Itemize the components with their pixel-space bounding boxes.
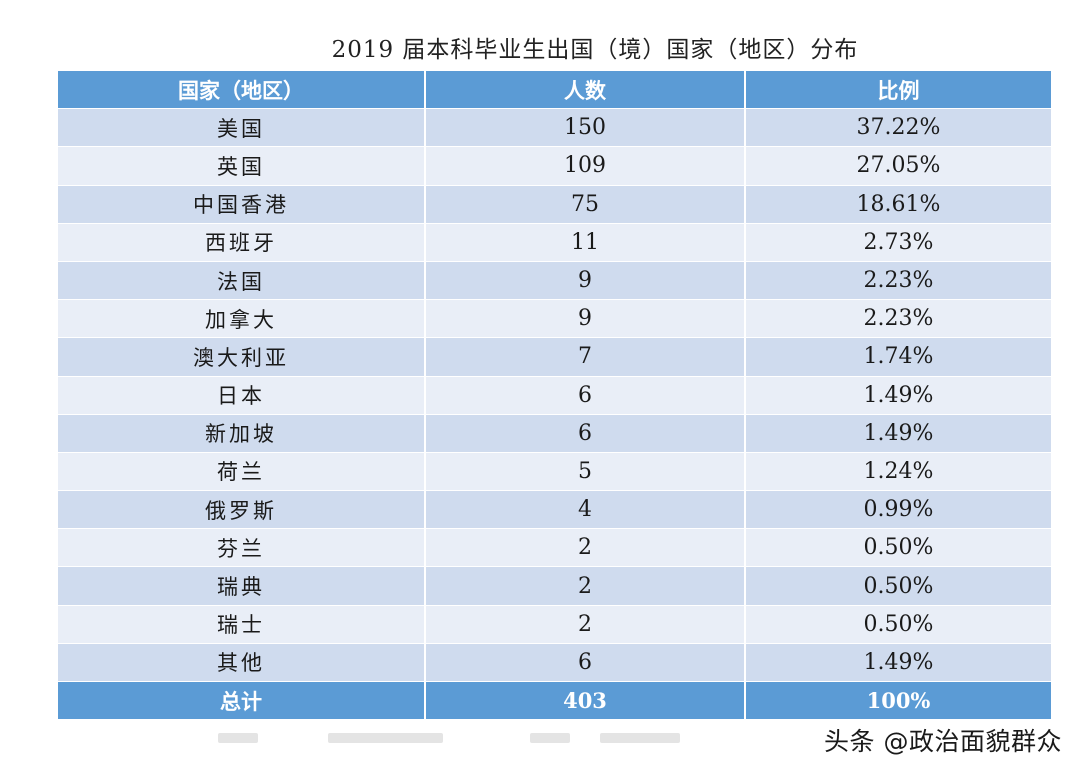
header-count: 人数: [426, 71, 746, 109]
cell-count: 9: [426, 300, 746, 338]
cell-ratio: 18.61%: [856, 191, 941, 217]
cell-count: 6: [426, 643, 746, 681]
cell-country: 日本: [58, 376, 426, 414]
cell-country: 其他: [58, 643, 426, 681]
faint-text-smudge: [328, 733, 443, 743]
cell-ratio: 1.49%: [863, 420, 934, 446]
table-header-row: 国家（地区） 人数 比例: [58, 71, 1051, 110]
cell-count: 9: [426, 261, 746, 300]
table-row: 芬兰 2 0.50%: [58, 529, 1051, 568]
table-row: 瑞士 2 0.50%: [58, 605, 1051, 644]
table-body: 美国 150 37.22% 英国 109 27.05% 中国香港 75 18.61% 西班牙 11 2…: [58, 109, 1051, 682]
cell-ratio: 2.23%: [863, 306, 934, 332]
cell-ratio: 1.49%: [863, 382, 934, 408]
table-row: 加拿大 9 2.23%: [58, 300, 1051, 339]
cell-ratio: 27.05%: [856, 153, 941, 179]
cell-country: 加拿大: [58, 300, 426, 338]
table-title: 2019 届本科毕业生出国（境）国家（地区）分布: [331, 37, 859, 63]
table-row: 日本 6 1.49%: [58, 376, 1051, 415]
table-total-row: 总计 403 100%: [58, 682, 1051, 721]
cell-country: 西班牙: [58, 223, 426, 261]
table-row: 瑞典 2 0.50%: [58, 567, 1051, 606]
total-ratio: 100%: [866, 688, 931, 714]
cell-country: 美国: [58, 109, 426, 147]
cell-count: 2: [426, 529, 746, 567]
faint-text-smudge: [600, 733, 680, 743]
cell-count: 5: [426, 452, 746, 491]
cell-count: 6: [426, 376, 746, 414]
cell-ratio: 0.50%: [863, 611, 934, 637]
cell-ratio: 1.24%: [863, 458, 934, 484]
cell-country: 澳大利亚: [58, 338, 426, 376]
cell-ratio: 0.50%: [863, 573, 934, 599]
table-row: 其他 6 1.49%: [58, 643, 1051, 682]
cell-count: 2: [426, 567, 746, 605]
table-row: 俄罗斯 4 0.99%: [58, 491, 1051, 530]
cell-ratio: 0.99%: [863, 497, 934, 523]
table-row: 新加坡 6 1.49%: [58, 414, 1051, 453]
table-row: 英国 109 27.05%: [58, 147, 1051, 186]
cell-count: 150: [426, 109, 746, 147]
table-row: 中国香港 75 18.61%: [58, 185, 1051, 224]
total-label: 总计: [58, 682, 426, 720]
cell-ratio: 0.50%: [863, 535, 934, 561]
header-ratio: 比例: [877, 78, 920, 103]
cell-country: 荷兰: [58, 452, 426, 491]
watermark-label: 头条 @政治面貌群众: [824, 727, 1062, 756]
faint-text-smudge: [530, 733, 570, 743]
table-row: 荷兰 5 1.24%: [58, 452, 1051, 492]
cell-count: 109: [426, 147, 746, 185]
cell-country: 法国: [58, 261, 426, 300]
cell-count: 6: [426, 414, 746, 452]
total-count: 403: [426, 682, 746, 720]
cell-country: 新加坡: [58, 414, 426, 452]
faint-text-smudge: [218, 733, 258, 743]
cell-country: 英国: [58, 147, 426, 185]
cell-count: 7: [426, 338, 746, 376]
cell-ratio: 2.23%: [863, 268, 934, 294]
table-row: 法国 9 2.23%: [58, 261, 1051, 301]
table-row: 西班牙 11 2.73%: [58, 223, 1051, 262]
header-country: 国家（地区）: [58, 71, 426, 109]
cell-country: 中国香港: [58, 185, 426, 223]
cell-country: 瑞士: [58, 605, 426, 643]
cell-country: 芬兰: [58, 529, 426, 567]
cell-country: 俄罗斯: [58, 491, 426, 529]
cell-ratio: 1.49%: [863, 649, 934, 675]
table-row: 美国 150 37.22%: [58, 109, 1051, 148]
table-row: 澳大利亚 7 1.74%: [58, 338, 1051, 377]
cell-country: 瑞典: [58, 567, 426, 605]
cell-ratio: 1.74%: [863, 344, 934, 370]
cell-ratio: 37.22%: [856, 115, 941, 141]
cell-count: 75: [426, 185, 746, 223]
cell-ratio: 2.73%: [863, 229, 934, 255]
cell-count: 11: [426, 223, 746, 261]
cell-count: 2: [426, 605, 746, 643]
distribution-table: 国家（地区） 人数 比例 美国 150 37.22% 英国 109 27.05% 中国香港 7…: [58, 71, 1051, 721]
cell-count: 4: [426, 491, 746, 529]
